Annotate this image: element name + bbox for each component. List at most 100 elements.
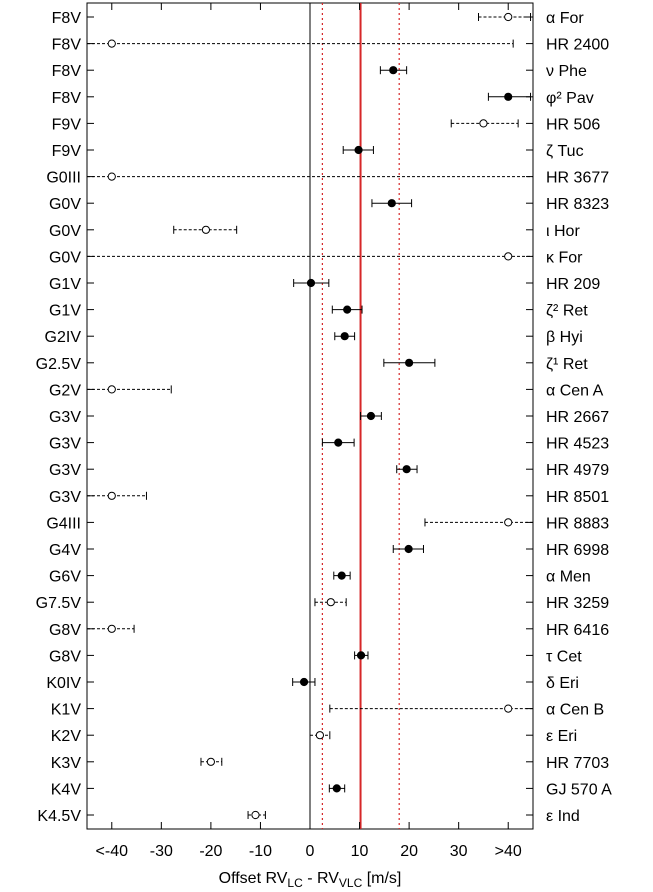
x-axis-label: Offset RVLC - RVVLC [m/s]: [219, 870, 402, 890]
data-row: G3V HR 4979: [49, 462, 609, 479]
star-name-label: α For: [546, 10, 584, 27]
filled-point: [404, 544, 413, 554]
open-point: [315, 731, 325, 740]
star-name-label: HR 2667: [546, 409, 609, 426]
open-point: [107, 385, 116, 394]
spectral-type-label: G7.5V: [36, 595, 82, 612]
star-name-label: τ Cet: [546, 648, 582, 665]
x-tick-label: <-40: [96, 843, 129, 860]
x-tick-label: 10: [351, 843, 369, 860]
data-row: G2V α Cen A: [49, 382, 604, 399]
star-name-label: HR 3259: [546, 595, 609, 612]
spectral-type-label: G3V: [49, 436, 81, 453]
star-name-label: α Men: [546, 569, 591, 586]
data-row: G6V α Men: [49, 569, 591, 586]
data-row: K2V ε Eri: [51, 728, 577, 745]
open-point: [107, 624, 116, 633]
open-point: [326, 598, 335, 607]
star-name-label: ζ Tuc: [546, 143, 584, 160]
filled-point: [332, 784, 341, 793]
spectral-type-label: K4V: [51, 781, 82, 798]
x-tick-label: -30: [150, 843, 173, 860]
spectral-type-label: G4III: [46, 515, 81, 532]
data-row: K0IV δ Eri: [46, 675, 579, 692]
filled-point: [343, 305, 352, 314]
spectral-type-label: F9V: [52, 143, 82, 160]
data-row: G1V HR 209: [49, 276, 600, 293]
data-row: G7.5V HR 3259: [36, 595, 610, 612]
data-row: G2.5V ζ¹ Ret: [36, 356, 589, 373]
star-name-label: HR 6998: [546, 542, 609, 559]
star-name-label: HR 3677: [546, 170, 609, 187]
data-row: G3V HR 2667: [49, 409, 609, 426]
data-row: G4III HR 8883: [46, 515, 609, 532]
spectral-type-label: G8V: [49, 648, 81, 665]
spectral-type-label: G3V: [49, 462, 81, 479]
x-axis-ticks: <-40 -30 -20 -10 0 10 20 30 >40: [96, 3, 522, 860]
star-name-label: HR 4523: [546, 436, 609, 453]
star-name-label: HR 209: [546, 276, 600, 293]
filled-point: [389, 66, 398, 75]
open-point: [251, 810, 260, 820]
spectral-type-label: G3V: [49, 489, 81, 506]
spectral-type-label: G0V: [49, 223, 81, 240]
star-name-label: α Cen A: [546, 382, 604, 399]
data-row: G8V τ Cet: [49, 648, 582, 665]
spectral-type-label: G8V: [49, 622, 81, 639]
data-row: F8V α For: [52, 10, 585, 27]
spectral-type-label: F8V: [52, 10, 82, 27]
filled-point: [366, 411, 376, 421]
data-row: G3V HR 4523: [49, 436, 609, 453]
star-name-label: HR 8323: [546, 196, 609, 213]
star-name-label: HR 6416: [546, 622, 609, 639]
star-name-label: ι Hor: [546, 223, 580, 240]
data-row: K3V HR 7703: [51, 755, 610, 772]
filled-point: [306, 278, 316, 288]
spectral-type-label: G3V: [49, 409, 81, 426]
data-row: G0V κ For: [49, 249, 583, 266]
filled-point: [387, 199, 396, 208]
data-row: G4V HR 6998: [49, 542, 609, 559]
open-point: [107, 39, 116, 48]
data-row: G3V HR 8501: [49, 489, 609, 506]
open-point: [504, 518, 513, 527]
data-row: G0III HR 3677: [46, 170, 609, 187]
data-row: F8V φ² Pav: [52, 90, 594, 107]
data-row: F9V ζ Tuc: [52, 143, 584, 160]
spectral-type-label: K3V: [51, 755, 82, 772]
filled-point: [402, 465, 411, 474]
x-tick-label: -20: [199, 843, 222, 860]
data-row: F9V HR 506: [52, 116, 601, 133]
star-name-label: ζ² Ret: [546, 303, 588, 320]
x-tick-label: 20: [400, 843, 418, 860]
star-name-label: β Hyi: [546, 329, 583, 346]
star-name-label: ε Eri: [546, 728, 577, 745]
open-point: [107, 172, 116, 181]
x-tick-label: 30: [450, 843, 468, 860]
data-rows: F8V α For F8V HR 2400 F8V ν Phe F8V φ² Pav F9V HR…: [36, 10, 613, 825]
spectral-type-label: F8V: [52, 37, 82, 54]
star-name-label: HR 7703: [546, 755, 609, 772]
open-point: [504, 704, 513, 713]
star-name-label: α Cen B: [546, 702, 604, 719]
star-name-label: κ For: [546, 249, 583, 266]
open-point: [206, 757, 215, 766]
filled-point: [334, 438, 343, 447]
data-row: F8V HR 2400: [52, 37, 610, 54]
star-name-label: ζ¹ Ret: [546, 356, 588, 373]
open-point: [107, 491, 116, 500]
filled-point: [340, 332, 349, 341]
spectral-type-label: G4V: [49, 542, 81, 559]
data-row: K4.5V ε Ind: [37, 808, 579, 825]
spectral-type-label: F8V: [52, 63, 82, 80]
spectral-type-label: K4.5V: [37, 808, 81, 825]
spectral-type-label: G0V: [49, 249, 81, 266]
star-name-label: ν Phe: [546, 63, 587, 80]
data-row: K4V GJ 570 A: [51, 781, 612, 798]
spectral-type-label: K1V: [51, 702, 82, 719]
spectral-type-label: G2.5V: [36, 356, 82, 373]
star-name-label: ε Ind: [546, 808, 580, 825]
data-row: G0V HR 8323: [49, 196, 609, 213]
star-name-label: HR 506: [546, 116, 600, 133]
